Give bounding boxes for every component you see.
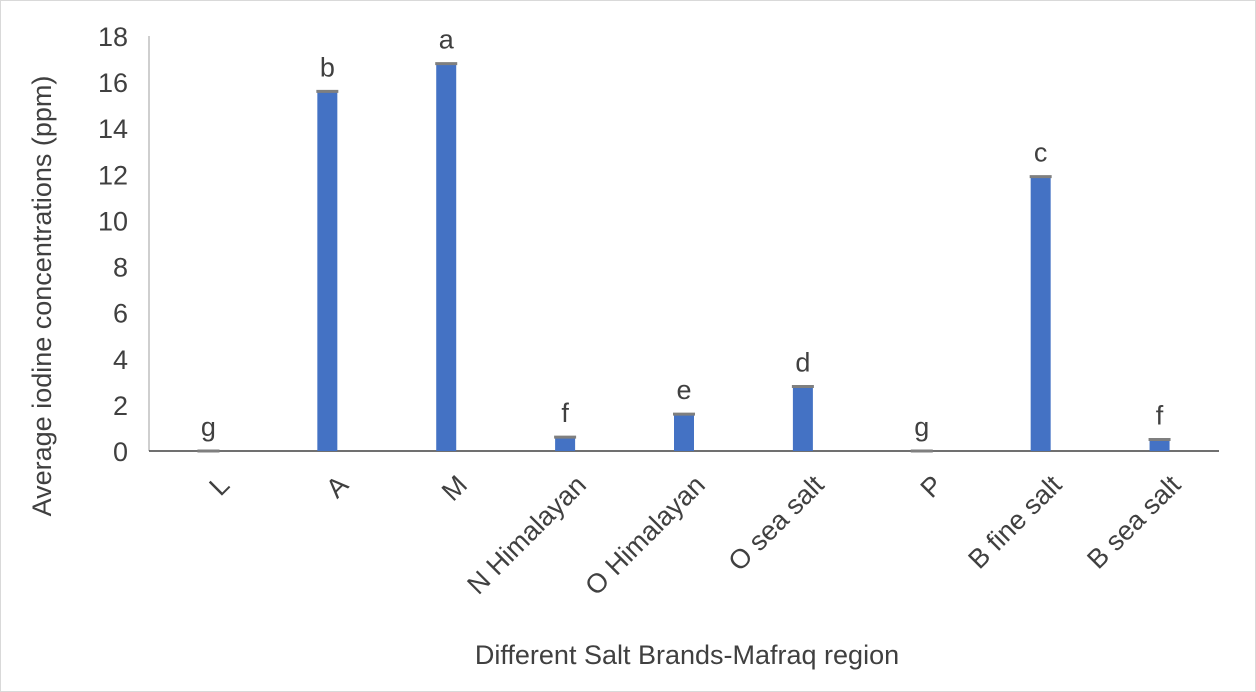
x-tick-label: O Himalayan — [579, 470, 711, 602]
bar — [792, 386, 813, 451]
y-tick-label: 18 — [98, 22, 128, 52]
significance-letter: a — [439, 25, 455, 55]
y-tick-label: 16 — [98, 68, 128, 98]
y-tick-label: 14 — [98, 114, 128, 144]
bar — [317, 91, 338, 451]
bar — [555, 437, 576, 451]
y-tick-label: 4 — [113, 345, 128, 375]
significance-letter: g — [201, 412, 216, 442]
significance-letter: c — [1034, 138, 1048, 168]
significance-letter: f — [1156, 400, 1164, 430]
bar — [1030, 176, 1051, 451]
x-tick-label: M — [436, 470, 473, 507]
bars — [197, 62, 1171, 453]
significance-letter: d — [795, 347, 810, 377]
significance-letter: e — [676, 375, 691, 405]
x-tick-label: A — [320, 470, 354, 504]
x-tick-label: P — [915, 470, 949, 504]
y-axis-title: Average iodine concentrations (ppm) — [27, 76, 57, 517]
bar — [436, 63, 457, 452]
x-tick-label: B fine salt — [962, 469, 1067, 574]
significance-letter: b — [320, 52, 335, 82]
x-axis-title: Different Salt Brands-Mafraq region — [475, 640, 899, 670]
x-tick-label: L — [203, 470, 235, 502]
y-tick-label: 12 — [98, 160, 128, 190]
significance-letter: f — [561, 398, 569, 428]
y-tick-label: 10 — [98, 206, 128, 236]
bar — [674, 414, 694, 451]
significance-letters: g b a f e d g c f — [201, 25, 1164, 442]
x-tick-label: O sea salt — [723, 469, 831, 577]
y-tick-label: 0 — [113, 437, 128, 467]
y-axis-ticks: 0 2 4 6 8 10 12 14 16 18 — [98, 22, 128, 467]
y-tick-label: 6 — [113, 299, 128, 329]
y-tick-label: 8 — [113, 253, 128, 283]
x-tick-label: B sea salt — [1081, 469, 1186, 574]
x-tick-label: N Himalayan — [461, 470, 592, 601]
bar — [1149, 439, 1170, 451]
significance-letter: g — [914, 412, 929, 442]
y-tick-label: 2 — [113, 391, 128, 421]
